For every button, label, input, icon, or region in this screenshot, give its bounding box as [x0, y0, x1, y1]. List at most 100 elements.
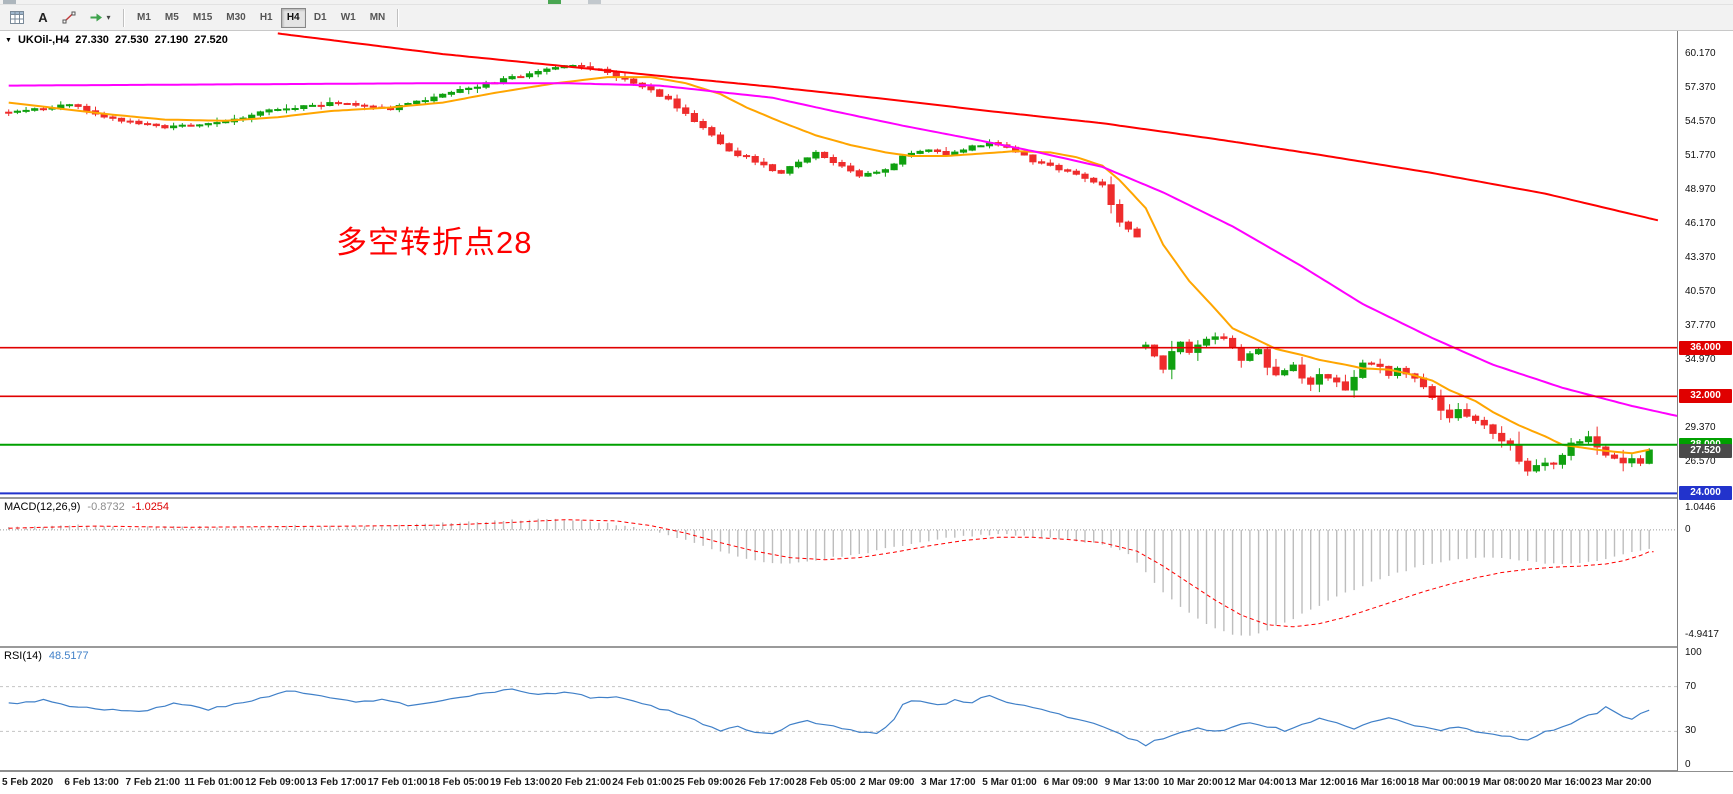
time-axis-label: 28 Feb 05:00 [795, 777, 856, 788]
timeframe-button-mn[interactable]: MN [364, 8, 392, 28]
rsi-label: RSI(14) [4, 650, 42, 662]
candlestick-chart-canvas[interactable] [0, 31, 1677, 497]
time-axis-label: 13 Mar 12:00 [1285, 777, 1346, 788]
text-tool-icon: A [38, 10, 48, 25]
time-axis-label: 6 Feb 13:00 [64, 777, 119, 788]
symbol-dropdown-icon[interactable]: ▼ [5, 36, 12, 44]
price-annotation-text[interactable]: 多空转折点28 [336, 225, 533, 260]
time-axis-label: 20 Mar 16:00 [1530, 777, 1591, 788]
scale-label: 34.970 [1685, 354, 1716, 366]
time-axis-label: 11 Feb 01:00 [184, 777, 244, 788]
candlestick-series [5, 62, 1653, 476]
symbol-timeframe-label: UKOil-,H4 [17, 34, 70, 46]
timeframe-button-m30[interactable]: M30 [220, 8, 251, 28]
scale-label: 54.570 [1685, 116, 1716, 128]
timeframe-button-h1[interactable]: H1 [254, 8, 279, 28]
trendline-tool-button[interactable] [56, 7, 82, 28]
clipped-icon [588, 0, 601, 4]
rsi-line [8, 688, 1650, 747]
time-axis-label: 12 Mar 04:00 [1224, 777, 1285, 788]
text-tool-button[interactable]: A [30, 7, 56, 28]
scale-label: 26.570 [1685, 456, 1716, 468]
clipped-toolbar-row [0, 0, 1733, 5]
timeframe-button-m1[interactable]: M1 [131, 8, 157, 28]
time-axis-label: 19 Mar 08:00 [1469, 777, 1530, 788]
toolbar-separator [397, 8, 400, 27]
timeframe-button-d1[interactable]: D1 [308, 8, 333, 28]
rsi-title: RSI(14) 48.5177 [4, 650, 89, 662]
time-axis-label: 17 Feb 01:00 [367, 777, 428, 788]
price-tag-36.000: 36.000 [1679, 340, 1732, 355]
macd-label: MACD(12,26,9) [4, 501, 81, 513]
time-axis[interactable]: 5 Feb 2020 6 Feb 13:00 7 Feb 21:00 11 Feb 0… [0, 770, 1733, 794]
scale-label: 46.170 [1685, 218, 1716, 230]
ma-long-red[interactable] [277, 32, 1659, 222]
dropdown-caret-icon: ▾ [106, 12, 111, 22]
timeframe-button-h4[interactable]: H4 [280, 7, 306, 28]
price-tag-24.000: 24.000 [1679, 486, 1732, 501]
grid-tool-button[interactable] [4, 7, 30, 28]
scale-label: 57.370 [1685, 82, 1716, 94]
time-axis-label: 24 Feb 01:00 [612, 777, 673, 788]
price-tag-32.000: 32.000 [1679, 389, 1732, 404]
timeframe-group: M1 M5 M15 M30 H1 H4 D1 W1 MN [130, 7, 392, 28]
time-axis-label: 23 Mar 20:00 [1591, 777, 1652, 788]
ohlc-open: 27.330 [75, 34, 109, 46]
cycle-tool-button[interactable]: ▾ [82, 7, 118, 28]
time-axis-label: 5 Mar 01:00 [982, 777, 1037, 788]
scale-label: 40.570 [1685, 286, 1716, 298]
macd-histogram [7, 518, 1650, 636]
time-axis-label: 6 Mar 09:00 [1043, 777, 1098, 788]
time-axis-label: 12 Feb 09:00 [245, 777, 306, 788]
scale-label: 0 [1685, 523, 1691, 535]
scale-label: 37.770 [1685, 320, 1716, 332]
rsi-chart-canvas[interactable] [0, 648, 1677, 770]
time-axis-label: 18 Mar 00:00 [1407, 777, 1468, 788]
toolbar-separator [123, 8, 125, 27]
timeframe-button-m15[interactable]: M15 [187, 8, 218, 28]
scale-label: 100 [1685, 647, 1702, 658]
timeframe-button-w1[interactable]: W1 [335, 8, 362, 28]
time-axis-label: 20 Feb 21:00 [551, 777, 612, 788]
macd-main-value: -0.8732 [87, 501, 125, 513]
macd-title: MACD(12,26,9) -0.8732 -1.0254 [4, 501, 169, 513]
price-tag-27.520: 27.520 [1679, 443, 1732, 458]
rsi-value: 48.5177 [48, 650, 89, 662]
time-axis-label: 13 Feb 17:00 [306, 777, 367, 788]
scale-label: 60.170 [1685, 48, 1716, 60]
time-axis-label: 9 Mar 13:00 [1104, 777, 1160, 788]
time-axis-label: 7 Feb 21:00 [125, 777, 181, 788]
macd-panel[interactable]: MACD(12,26,9) -0.8732 -1.0254 [0, 499, 1677, 646]
macd-chart-canvas[interactable] [0, 499, 1677, 646]
ohlc-low: 27.190 [154, 34, 189, 46]
time-axis-label: 5 Feb 2020 [2, 777, 54, 788]
time-axis-label: 18 Feb 05:00 [428, 777, 489, 788]
macd-signal-line [8, 519, 1654, 628]
scale-label: 1.0446 [1685, 501, 1716, 513]
scale-label: 0 [1685, 759, 1691, 770]
ohlc-close: 27.520 [194, 34, 228, 46]
cycle-arrows-icon [90, 13, 103, 22]
time-axis-label: 10 Mar 20:00 [1163, 777, 1224, 788]
panel-splitter[interactable] [0, 646, 1733, 648]
panel-splitter[interactable] [0, 497, 1733, 499]
price-chart-panel[interactable]: ▼ UKOil-,H4 27.330 27.530 27.190 27.520 … [0, 31, 1677, 497]
clipped-icon [3, 0, 16, 4]
scale-label: 29.370 [1685, 422, 1716, 434]
trendline-icon [62, 11, 76, 24]
time-axis-label: 2 Mar 09:00 [859, 777, 915, 788]
chart-title: ▼ UKOil-,H4 27.330 27.530 27.190 27.520 [5, 34, 228, 46]
time-axis-label: 25 Feb 09:00 [673, 777, 734, 788]
rsi-panel[interactable]: RSI(14) 48.5177 [0, 648, 1677, 770]
time-axis-label: 26 Feb 17:00 [734, 777, 795, 788]
toolbar: A ▾ M1 M5 M15 M30 H1 H4 D1 W1 MN [0, 5, 1733, 31]
time-axis-label: 16 Mar 16:00 [1346, 777, 1407, 788]
ma-mid-magenta[interactable] [8, 82, 1677, 419]
scale-label: 30 [1685, 725, 1697, 737]
scale-label: 51.770 [1685, 150, 1716, 162]
price-scale[interactable]: 60.170 57.370 54.570 51.770 48.970 46.170 43.3… [1677, 31, 1733, 771]
timeframe-button-m5[interactable]: M5 [159, 8, 185, 28]
ohlc-high: 27.530 [114, 34, 149, 46]
ma-fast-orange[interactable] [8, 76, 1650, 455]
